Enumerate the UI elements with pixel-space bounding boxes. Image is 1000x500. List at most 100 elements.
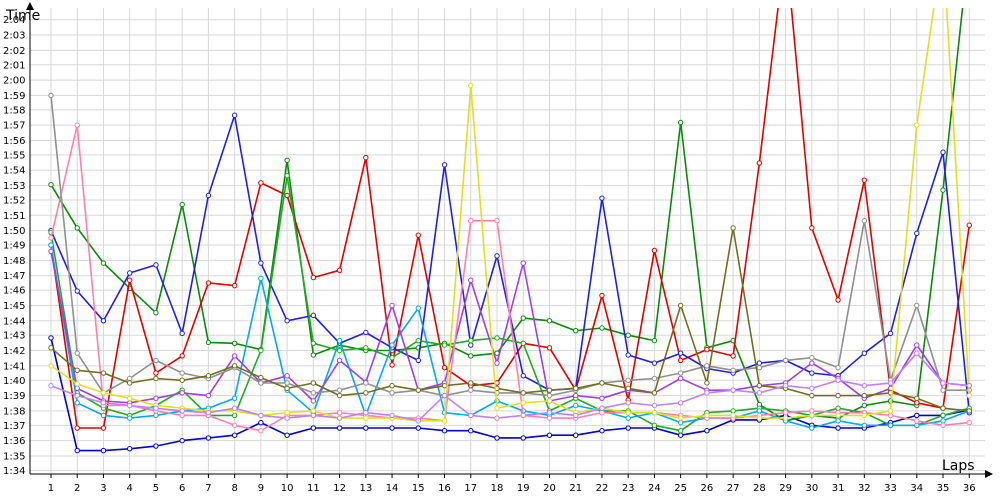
data-point xyxy=(887,408,894,414)
y-tick-label: 1:41 xyxy=(3,361,25,372)
data-point xyxy=(809,355,815,361)
data-point xyxy=(651,390,658,396)
data-point xyxy=(756,360,763,366)
data-point xyxy=(940,405,946,411)
data-point xyxy=(914,122,920,128)
data-point xyxy=(415,425,421,431)
data-point xyxy=(284,415,290,421)
data-point xyxy=(546,398,553,404)
data-point xyxy=(153,375,159,382)
x-tick-label: 17 xyxy=(464,483,477,494)
data-point xyxy=(677,370,684,376)
data-point xyxy=(310,408,317,414)
data-point xyxy=(782,415,789,421)
series-line xyxy=(50,227,970,412)
data-point xyxy=(940,422,946,429)
data-point xyxy=(835,418,841,424)
data-point xyxy=(494,335,500,341)
data-point xyxy=(284,385,290,392)
data-point xyxy=(205,435,212,441)
data-point xyxy=(231,340,238,347)
data-point xyxy=(861,402,868,409)
data-point xyxy=(914,342,920,348)
data-point xyxy=(336,387,343,393)
data-point xyxy=(861,422,868,429)
data-point xyxy=(441,342,448,348)
data-point xyxy=(126,402,133,409)
data-point xyxy=(520,260,526,266)
y-tick-label: 1:37 xyxy=(3,421,25,432)
y-tick-label: 1:35 xyxy=(3,451,25,462)
data-point xyxy=(74,385,80,392)
data-point xyxy=(205,280,212,286)
data-point xyxy=(74,400,80,406)
data-point xyxy=(258,380,264,386)
data-point xyxy=(284,373,290,379)
data-point xyxy=(468,387,474,393)
data-point xyxy=(363,425,369,431)
x-tick-label: 18 xyxy=(491,483,504,494)
data-point xyxy=(756,415,763,421)
data-point xyxy=(126,415,133,421)
data-point xyxy=(179,370,185,376)
data-point xyxy=(835,377,841,383)
data-point xyxy=(546,415,553,421)
x-tick-label: 16 xyxy=(438,483,451,494)
data-point xyxy=(520,315,526,321)
series-line xyxy=(50,124,970,432)
data-point xyxy=(231,353,238,359)
data-point xyxy=(153,412,159,419)
data-point xyxy=(966,419,972,426)
data-point xyxy=(153,405,159,411)
series-12 xyxy=(48,350,972,424)
data-point xyxy=(887,380,894,386)
y-tick-label: 1:34 xyxy=(3,466,25,477)
data-point xyxy=(573,385,579,392)
data-point xyxy=(730,408,736,414)
y-tick-label: 2:01 xyxy=(3,60,25,71)
data-point xyxy=(756,382,763,389)
data-point xyxy=(310,352,317,358)
data-point xyxy=(389,302,395,309)
data-point xyxy=(468,412,474,419)
data-point xyxy=(48,335,54,341)
data-point xyxy=(153,309,159,316)
data-point xyxy=(809,392,815,399)
data-point xyxy=(599,410,605,416)
data-point xyxy=(494,435,500,441)
data-point xyxy=(809,225,815,231)
data-point xyxy=(730,353,736,359)
data-point xyxy=(48,242,54,248)
y-tick-label: 1:45 xyxy=(3,301,25,312)
data-point xyxy=(205,373,212,379)
data-point xyxy=(126,270,133,276)
data-point xyxy=(468,218,474,224)
data-point xyxy=(258,180,264,186)
x-tick-label: 4 xyxy=(127,483,133,494)
data-point xyxy=(126,380,133,386)
data-point xyxy=(677,375,684,382)
data-point xyxy=(651,422,658,429)
x-tick-label: 14 xyxy=(386,483,399,494)
data-point xyxy=(74,381,80,387)
y-tick-label: 1:46 xyxy=(3,286,25,297)
data-point xyxy=(651,360,658,366)
data-point xyxy=(651,247,658,254)
data-point xyxy=(940,387,946,393)
data-point xyxy=(861,350,868,356)
x-tick-label: 31 xyxy=(832,483,845,494)
data-point xyxy=(126,395,133,401)
data-point xyxy=(914,230,920,237)
data-point xyxy=(625,410,631,416)
data-point xyxy=(914,418,920,424)
data-point xyxy=(363,415,369,421)
y-tick-label: 1:52 xyxy=(3,195,25,206)
data-point xyxy=(179,201,185,208)
data-point xyxy=(861,177,868,183)
data-point xyxy=(782,382,789,389)
x-tick-label: 36 xyxy=(963,483,976,494)
data-point xyxy=(363,154,369,161)
data-point xyxy=(625,377,631,383)
data-point xyxy=(336,347,343,354)
